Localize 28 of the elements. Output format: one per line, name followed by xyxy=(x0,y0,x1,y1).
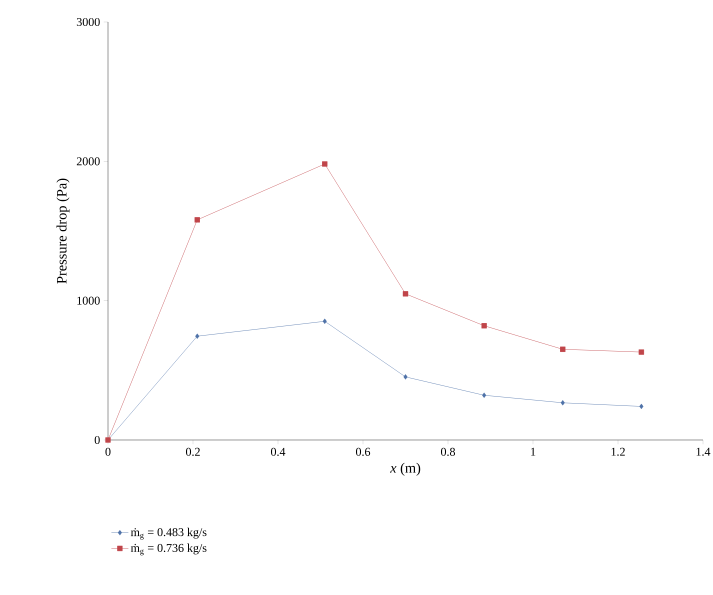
x-tick-label: 1.4 xyxy=(696,448,710,456)
point xyxy=(560,400,565,406)
y-tick-label: 1000 xyxy=(77,296,100,305)
legend-label: ṁ$_{g}$ = 0.736 kg/s xyxy=(130,544,206,556)
y-axis-title: Pressure drop (Pa) xyxy=(56,178,70,284)
x-tick-label: 0.6 xyxy=(356,448,370,456)
x-tick-label: 0.2 xyxy=(186,448,200,456)
y-tick-label: 2000 xyxy=(76,157,100,166)
point xyxy=(482,392,486,398)
point xyxy=(638,349,644,355)
point xyxy=(322,318,327,324)
point xyxy=(639,404,644,410)
x-tick-label: 0.8 xyxy=(440,448,456,456)
x-tick-label: 1.2 xyxy=(612,448,625,456)
y-tick-label: 0 xyxy=(94,436,100,444)
x-axis-title: x (m) xyxy=(390,462,420,476)
point xyxy=(560,346,566,352)
x-tick-label: 0.4 xyxy=(270,448,286,456)
point xyxy=(322,161,328,167)
point xyxy=(402,291,408,297)
point xyxy=(194,217,200,223)
y-tick-label: 3000 xyxy=(76,18,100,26)
x-tick-label: 0 xyxy=(105,448,111,456)
point xyxy=(403,374,408,380)
point xyxy=(481,323,487,328)
x-tick-label: 1 xyxy=(531,448,536,456)
point xyxy=(195,334,200,339)
legend-label: ṁ$_{g}$ = 0.483 kg/s xyxy=(130,528,206,540)
